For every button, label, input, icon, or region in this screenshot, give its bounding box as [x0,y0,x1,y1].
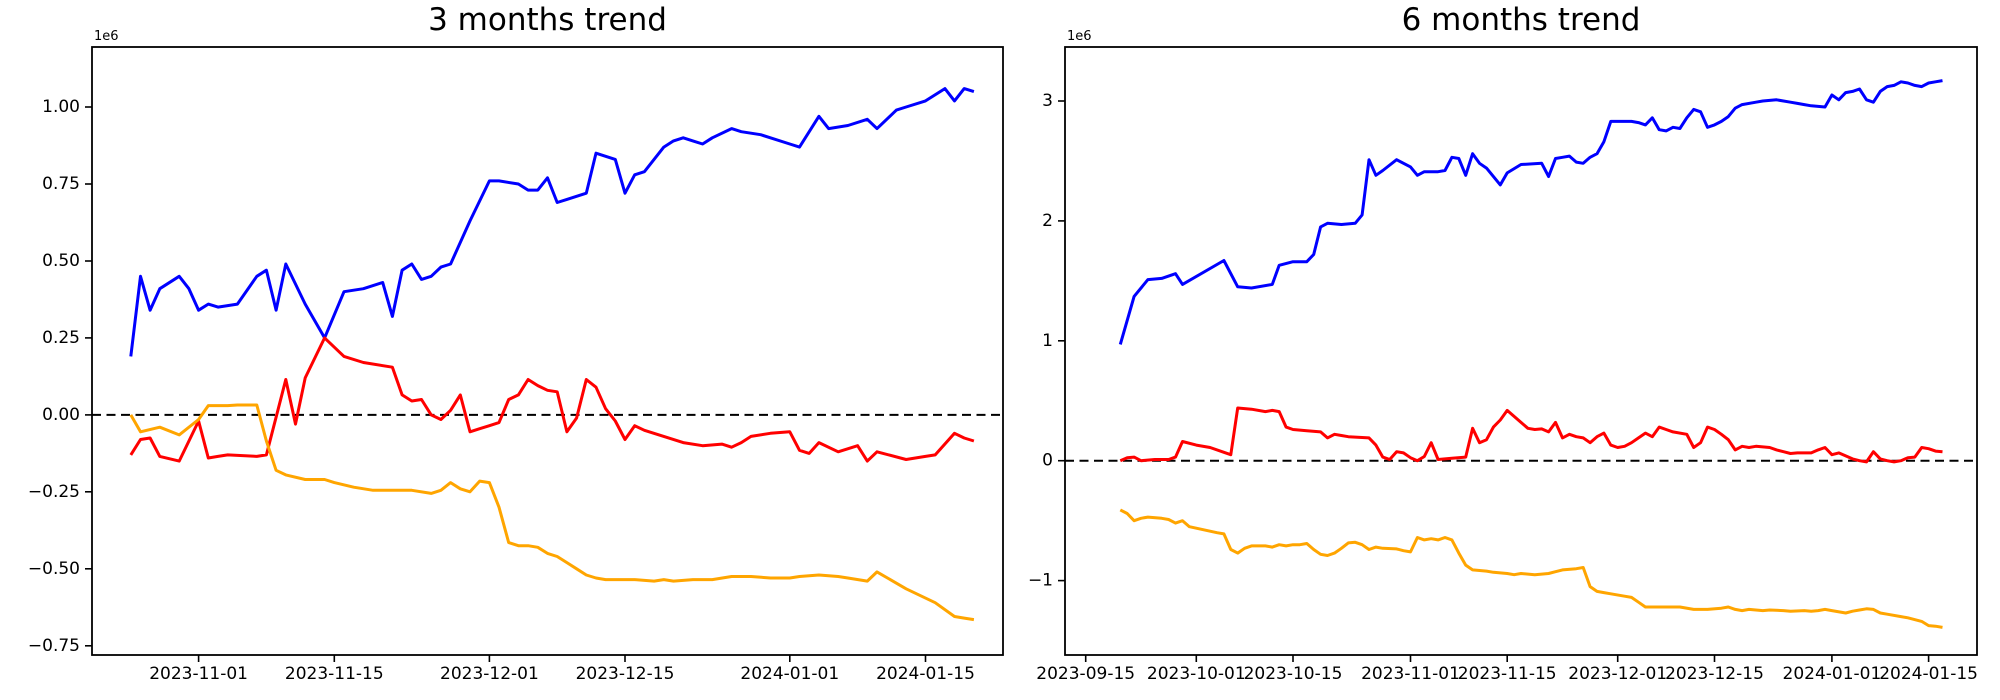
y-tick-label: 1 [1042,331,1053,351]
x-tick-label: 2023-11-15 [1458,664,1557,684]
x-tick-label: 2023-10-01 [1147,664,1246,684]
x-tick-label: 2024-01-01 [1783,664,1882,684]
x-tick-label: 2023-12-01 [1568,664,1667,684]
series-line-orange [129,403,975,622]
y-tick-label: −1 [1028,571,1053,591]
x-tick-label: 2024-01-01 [740,664,839,684]
axes-border [91,46,1004,656]
chart-title-3-months: 3 months trend [428,2,667,38]
x-tick-label: 2023-12-15 [576,664,675,684]
series-line-blue [1118,79,1943,345]
chart-title-6-months: 6 months trend [1401,2,1641,38]
y-tick-label: −0.25 [28,482,80,502]
y-tick-label: 0.75 [42,174,80,194]
series-line-blue [129,87,975,357]
y-axis-offset-label-left: 1e6 [94,29,119,44]
x-tick-label: 2023-12-01 [440,664,539,684]
x-tick-label: 2023-09-15 [1036,664,1135,684]
y-tick-label: 0 [1042,451,1053,471]
x-tick-label: 2023-10-15 [1244,664,1343,684]
y-tick-label: 0.25 [42,328,80,348]
y-tick-label: −0.50 [28,559,80,579]
x-tick-label: 2024-01-15 [876,664,975,684]
x-tick-label: 2023-11-01 [1361,664,1460,684]
y-axis-offset-label-right: 1e6 [1067,29,1092,44]
y-tick-label: 2 [1042,211,1053,231]
x-tick-label: 2024-01-15 [1879,664,1978,684]
axes-3-months: 1.00 0.75 0.50 0.25 0.00 −0.25 −0.50 −0.75 2023-… [28,46,1004,684]
series-line-red [1119,406,1943,464]
x-tick-label: 2023-12-15 [1665,664,1764,684]
y-tick-label: 3 [1042,91,1053,111]
series-line-orange [1119,508,1943,629]
x-tick-label: 2023-11-15 [285,664,384,684]
series-line-red [129,336,975,463]
axes-border [1064,46,1978,656]
y-tick-label: 1.00 [42,97,80,117]
x-tick-label: 2023-11-01 [149,664,248,684]
y-tick-label: −0.75 [28,636,80,656]
y-tick-label: 0.00 [42,405,80,425]
y-tick-label: 0.50 [42,251,80,271]
